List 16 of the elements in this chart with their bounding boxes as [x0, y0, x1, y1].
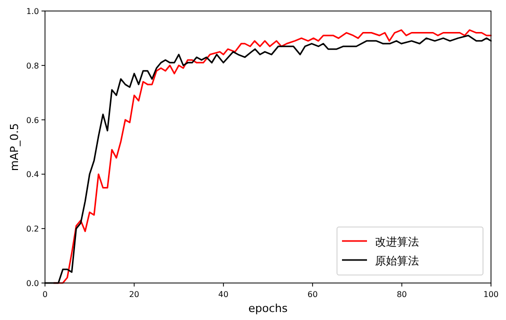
- x-tick-label: 40: [218, 290, 228, 299]
- y-tick-label: 0.4: [26, 170, 39, 180]
- legend-label: 原始算法: [375, 254, 419, 268]
- x-tick-label: 20: [129, 290, 140, 299]
- y-tick-label: 0.2: [26, 224, 39, 234]
- x-tick-label: 60: [308, 290, 318, 299]
- x-axis-title: epochs: [248, 302, 288, 315]
- y-tick-label: 0.6: [26, 116, 39, 125]
- y-tick-label: 1.0: [26, 7, 39, 16]
- y-tick-label: 0.0: [26, 279, 39, 288]
- x-tick-label: 100: [483, 290, 499, 299]
- y-axis-title: mAP_0.5: [8, 123, 21, 171]
- x-tick-label: 0: [42, 290, 48, 299]
- x-tick-label: 80: [396, 290, 407, 299]
- legend-label: 改进算法: [375, 236, 419, 248]
- y-tick-label: 0.8: [26, 61, 39, 70]
